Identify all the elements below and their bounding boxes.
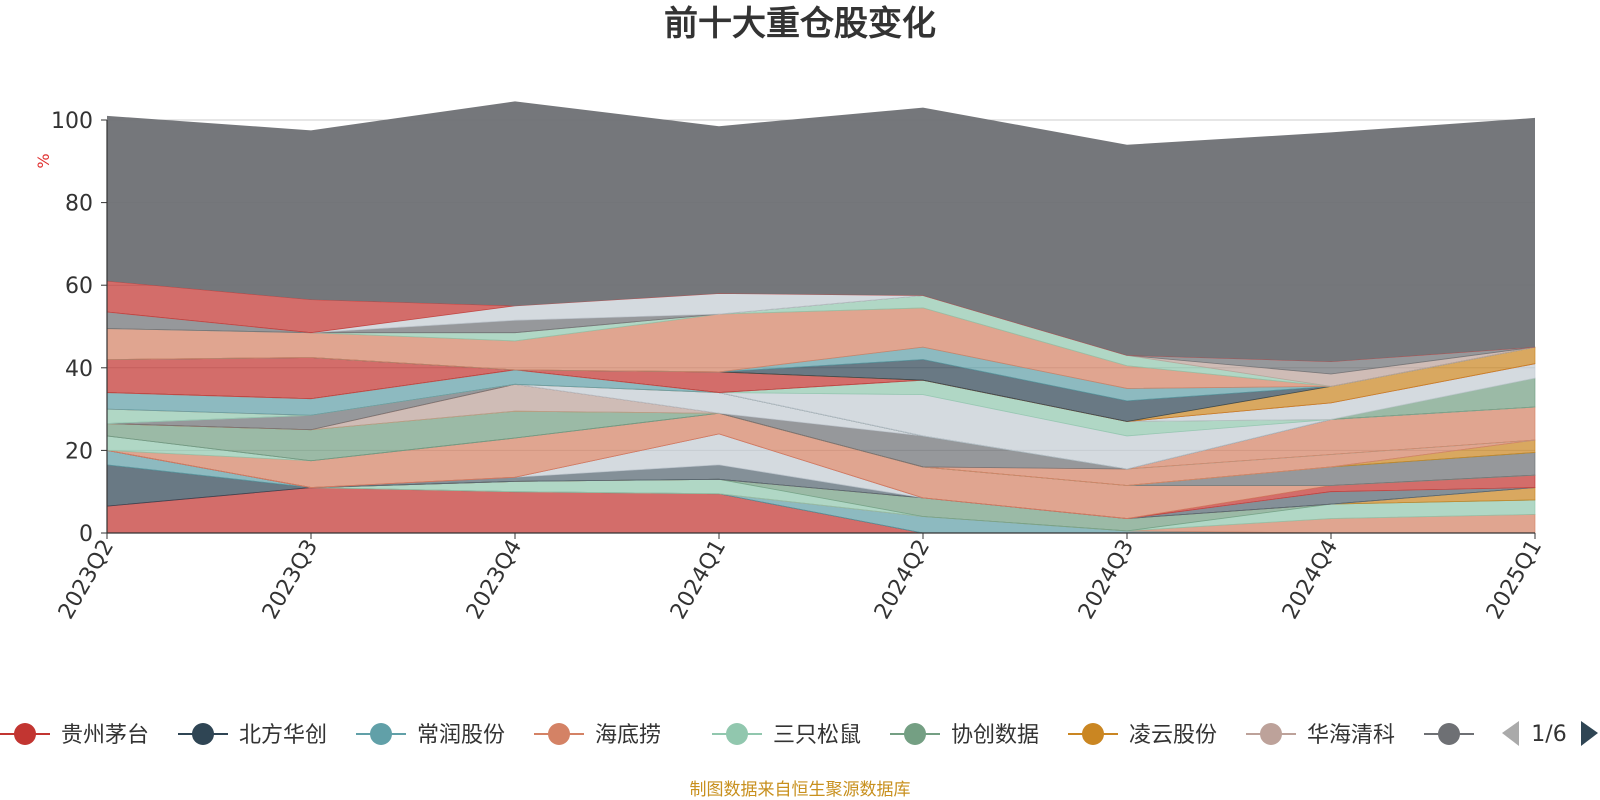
y-tick-label-5: 100 — [51, 109, 93, 134]
x-tick-label-5: 2024Q3 — [1074, 536, 1139, 624]
legend-marker-1 — [192, 723, 214, 745]
legend-marker-8 — [1438, 723, 1460, 745]
legend-pager: 1/6 — [1502, 721, 1598, 747]
legend: 贵州茅台 北方华创 常润股份 海底捞 三只松鼠 协创数据 凌云股份 华海清科 青 — [0, 723, 1507, 748]
x-tick-label-3: 2024Q1 — [666, 536, 731, 624]
y-tick-label-0: 0 — [79, 522, 93, 547]
y-tick-label-2: 40 — [65, 357, 93, 382]
legend-marker-2 — [370, 723, 392, 745]
legend-label-7: 华海清科 — [1307, 723, 1395, 748]
legend-item-8[interactable]: 青 — [1424, 723, 1507, 748]
legend-items: 贵州茅台 北方华创 常润股份 海底捞 三只松鼠 协创数据 凌云股份 华海清科 青 — [0, 723, 1507, 748]
x-tick-label-0: 2023Q2 — [54, 536, 119, 624]
legend-item-3[interactable]: 海底捞 — [534, 723, 661, 748]
legend-label-3: 海底捞 — [595, 723, 661, 748]
x-tick-label-2: 2023Q4 — [462, 536, 527, 624]
y-axis-unit: % — [34, 153, 53, 168]
y-tick-label-4: 80 — [65, 192, 93, 217]
legend-marker-6 — [1082, 723, 1104, 745]
legend-label-4: 三只松鼠 — [773, 723, 861, 748]
series-areas — [106, 101, 1536, 534]
legend-page-indicator: 1/6 — [1531, 722, 1566, 747]
legend-marker-0 — [14, 723, 36, 745]
legend-item-0[interactable]: 贵州茅台 — [0, 723, 149, 748]
x-tick-label-7: 2025Q1 — [1482, 536, 1547, 624]
triangle-right-icon[interactable] — [1581, 721, 1598, 746]
legend-marker-7 — [1260, 723, 1282, 745]
area-series-40 — [107, 101, 1535, 362]
legend-label-2: 常润股份 — [417, 723, 505, 748]
legend-marker-3 — [548, 723, 570, 745]
legend-label-8: 青 — [1485, 723, 1507, 748]
legend-item-1[interactable]: 北方华创 — [178, 723, 327, 748]
legend-label-1: 北方华创 — [239, 723, 327, 748]
legend-item-6[interactable]: 凌云股份 — [1068, 723, 1217, 748]
legend-marker-5 — [904, 723, 926, 745]
x-tick-label-6: 2024Q4 — [1278, 536, 1343, 624]
y-tick-label-3: 60 — [65, 274, 93, 299]
triangle-left-icon[interactable] — [1502, 721, 1519, 746]
data-source-footer: 制图数据来自恒生聚源数据库 — [690, 780, 911, 800]
legend-label-6: 凌云股份 — [1129, 723, 1217, 748]
chart-title: 前十大重仓股变化 — [664, 4, 936, 44]
x-tick-label-1: 2023Q3 — [258, 536, 323, 624]
legend-item-5[interactable]: 协创数据 — [890, 723, 1039, 748]
y-tick-label-1: 20 — [65, 439, 93, 464]
legend-marker-4 — [726, 723, 748, 745]
legend-item-7[interactable]: 华海清科 — [1246, 723, 1395, 748]
legend-item-4[interactable]: 三只松鼠 — [712, 723, 861, 748]
x-tick-label-4: 2024Q2 — [870, 536, 935, 624]
legend-label-5: 协创数据 — [951, 723, 1039, 748]
legend-label-0: 贵州茅台 — [61, 723, 149, 748]
legend-item-2[interactable]: 常润股份 — [356, 723, 505, 748]
